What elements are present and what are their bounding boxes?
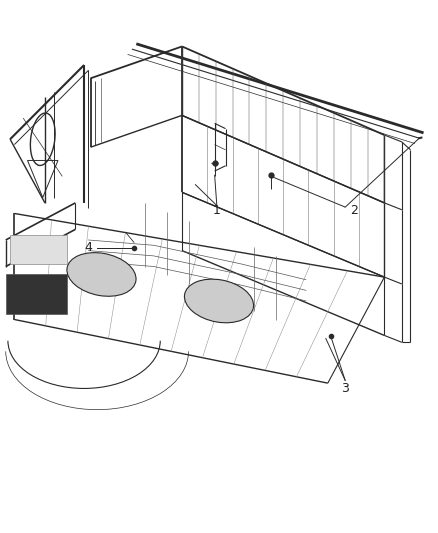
Text: 1: 1 [213, 204, 221, 217]
FancyBboxPatch shape [10, 235, 67, 264]
Text: 2: 2 [350, 204, 358, 217]
Ellipse shape [67, 253, 136, 296]
Text: 3: 3 [341, 382, 349, 395]
FancyBboxPatch shape [6, 274, 67, 314]
Ellipse shape [184, 279, 254, 323]
Text: 4: 4 [85, 241, 92, 254]
